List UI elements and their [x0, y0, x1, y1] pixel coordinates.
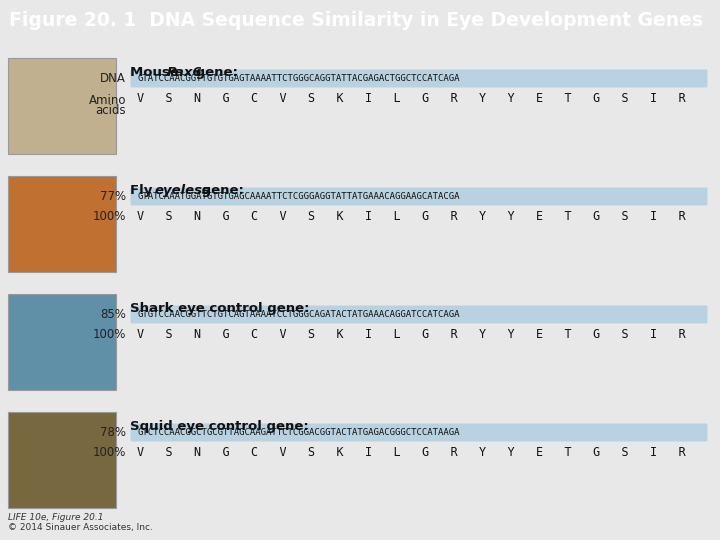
Text: V   S   N   G   C   V   S   K   I   L   G   R   Y   Y   E   T   G   S   I   R: V S N G C V S K I L G R Y Y E T G S I R: [137, 446, 685, 458]
Text: 78%: 78%: [100, 426, 126, 438]
FancyBboxPatch shape: [130, 423, 708, 442]
FancyBboxPatch shape: [130, 306, 708, 323]
Text: LIFE 10e, Figure 20.1: LIFE 10e, Figure 20.1: [8, 513, 104, 522]
Text: V   S   N   G   C   V   S   K   I   L   G   R   Y   Y   E   T   G   S   I   R: V S N G C V S K I L G R Y Y E T G S I R: [137, 210, 685, 222]
FancyBboxPatch shape: [8, 58, 116, 154]
Text: gene:: gene:: [192, 66, 238, 79]
Text: Shark eye control gene:: Shark eye control gene:: [130, 302, 310, 315]
Text: Squid eye control gene:: Squid eye control gene:: [130, 420, 309, 433]
Text: gene:: gene:: [197, 184, 243, 197]
FancyBboxPatch shape: [8, 176, 116, 272]
Text: 100%: 100%: [93, 210, 126, 222]
Text: GTCTCCAACGGCTGCGTTAGCAAGATTCTCGGACGGTACTATGAGACGGGCTCCATAAGA: GTCTCCAACGGCTGCGTTAGCAAGATTCTCGGACGGTACT…: [137, 428, 459, 437]
Text: eyeless: eyeless: [155, 184, 211, 197]
Text: Mouse: Mouse: [130, 66, 184, 79]
Text: DNA: DNA: [100, 71, 126, 84]
Text: acids: acids: [95, 104, 126, 117]
Text: Pax6: Pax6: [167, 66, 203, 79]
Text: © 2014 Sinauer Associates, Inc.: © 2014 Sinauer Associates, Inc.: [8, 523, 153, 532]
Text: GTATCCAACGGTTGTGTGAGTAAAATTCTGGGCAGGTATTACGAGACTGGCTCCATCAGA: GTATCCAACGGTTGTGTGAGTAAAATTCTGGGCAGGTATT…: [137, 74, 459, 83]
FancyBboxPatch shape: [8, 294, 116, 390]
Text: V   S   N   G   C   V   S   K   I   L   G   R   Y   Y   E   T   G   S   I   R: V S N G C V S K I L G R Y Y E T G S I R: [137, 327, 685, 341]
FancyBboxPatch shape: [130, 70, 708, 87]
Text: Amino: Amino: [89, 94, 126, 107]
Text: GTGTCCAACGGTTCTGTCAGTAAAATCCTGGGCAGATACTATGAAACAGGATCCATCAGA: GTGTCCAACGGTTCTGTCAGTAAAATCCTGGGCAGATACT…: [137, 310, 459, 319]
Text: 100%: 100%: [93, 327, 126, 341]
Text: V   S   N   G   C   V   S   K   I   L   G   R   Y   Y   E   T   G   S   I   R: V S N G C V S K I L G R Y Y E T G S I R: [137, 91, 685, 105]
Text: Fly: Fly: [130, 184, 157, 197]
Text: 100%: 100%: [93, 446, 126, 458]
FancyBboxPatch shape: [8, 412, 116, 508]
Text: Figure 20. 1  DNA Sequence Similarity in Eye Development Genes: Figure 20. 1 DNA Sequence Similarity in …: [9, 11, 703, 30]
Text: 77%: 77%: [100, 190, 126, 202]
Text: 85%: 85%: [100, 307, 126, 321]
FancyBboxPatch shape: [130, 187, 708, 206]
Text: GTATCAAATGGATGTGTGAGCAAAATTCTCGGGAGGTATTATGAAACAGGAAGCATACGA: GTATCAAATGGATGTGTGAGCAAAATTCTCGGGAGGTATT…: [137, 192, 459, 201]
